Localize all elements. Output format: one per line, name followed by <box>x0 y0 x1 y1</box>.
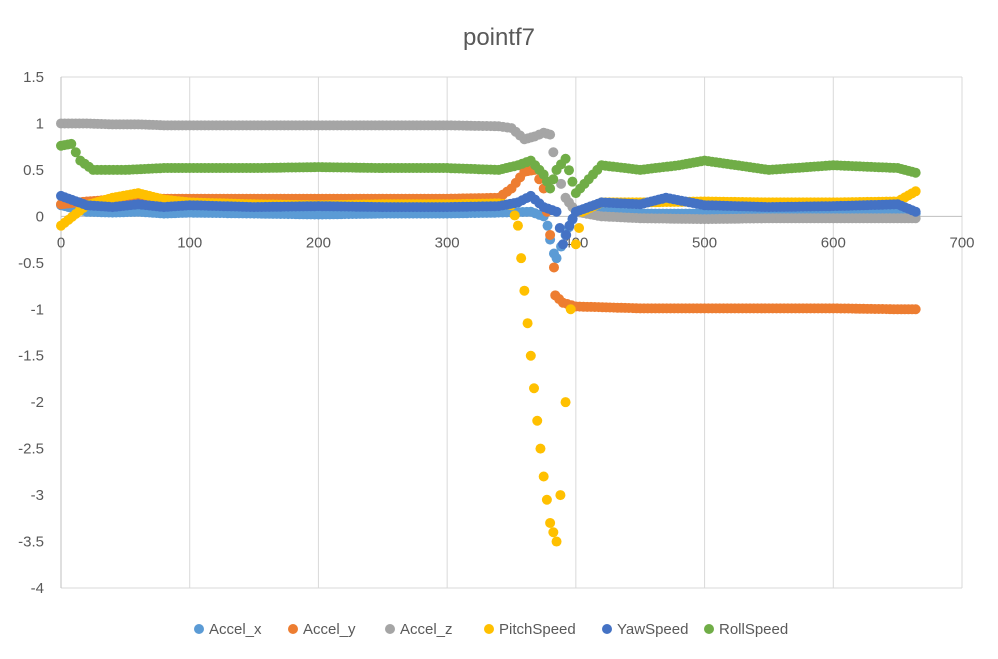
data-point <box>911 186 921 196</box>
data-point <box>510 210 520 220</box>
data-point <box>561 397 571 407</box>
data-point <box>513 221 523 231</box>
axes <box>61 77 962 588</box>
legend-label: RollSpeed <box>719 621 788 638</box>
legend-label: PitchSpeed <box>499 621 576 638</box>
y-tick-label: 1 <box>36 115 44 132</box>
x-tick-label: 100 <box>177 234 202 251</box>
x-tick-label: 500 <box>692 234 717 251</box>
data-point <box>552 207 562 217</box>
legend-marker <box>704 624 714 634</box>
y-tick-label: -2.5 <box>18 441 44 458</box>
data-point <box>545 130 555 140</box>
data-point <box>548 527 558 537</box>
data-point <box>574 223 584 233</box>
legend: Accel_x Accel_y Accel_z PitchSpeed YawSpeed R… <box>194 621 788 638</box>
data-point <box>555 490 565 500</box>
x-tick-label: 200 <box>306 234 331 251</box>
chart-title: pointf7 <box>463 24 535 51</box>
data-point <box>548 147 558 157</box>
data-point <box>561 154 571 164</box>
y-tick-label: -1 <box>31 301 44 318</box>
legend-item-PitchSpeed: PitchSpeed <box>484 621 576 638</box>
data-points <box>56 118 921 546</box>
y-tick-label: 0.5 <box>23 162 44 179</box>
legend-label: Accel_z <box>400 621 453 638</box>
data-point <box>549 262 559 272</box>
data-point <box>523 318 533 328</box>
data-point <box>911 207 921 217</box>
data-point <box>567 177 577 187</box>
series-RollSpeed <box>56 139 921 198</box>
y-tick-label: -3 <box>31 487 44 504</box>
data-point <box>532 416 542 426</box>
x-tick-label: 600 <box>821 234 846 251</box>
y-tick-label: -2 <box>31 394 44 411</box>
data-point <box>535 444 545 454</box>
data-point <box>526 351 536 361</box>
x-tick-label: 300 <box>435 234 460 251</box>
y-tick-label: 0 <box>36 208 44 225</box>
data-point <box>545 518 555 528</box>
data-point <box>545 183 555 193</box>
tick-labels: 1.5 1 0.5 0 -0.5 -1 -1.5 -2 -2.5 -3 -3.5 -4 0 100 200 3… <box>18 69 974 597</box>
legend-marker <box>385 624 395 634</box>
legend-marker <box>484 624 494 634</box>
x-tick-label: 0 <box>57 234 65 251</box>
data-point <box>516 253 526 263</box>
y-tick-label: -4 <box>31 580 44 597</box>
y-tick-label: 1.5 <box>23 69 44 86</box>
grid-lines <box>61 77 962 588</box>
x-tick-label: 700 <box>949 234 974 251</box>
legend-marker <box>288 624 298 634</box>
legend-marker <box>194 624 204 634</box>
data-point <box>911 304 921 314</box>
data-point <box>564 165 574 175</box>
data-point <box>552 253 562 263</box>
legend-marker <box>602 624 612 634</box>
data-point <box>519 286 529 296</box>
legend-label: Accel_y <box>303 621 356 638</box>
legend-item-Accel_y: Accel_y <box>288 621 356 638</box>
data-point <box>542 495 552 505</box>
data-point <box>543 221 553 231</box>
legend-item-Accel_x: Accel_x <box>194 621 262 638</box>
data-point <box>911 168 921 178</box>
data-point <box>545 230 555 240</box>
data-point <box>566 304 576 314</box>
data-point <box>548 174 558 184</box>
legend-label: YawSpeed <box>617 621 688 638</box>
legend-item-YawSpeed: YawSpeed <box>602 621 688 638</box>
data-point <box>558 239 568 249</box>
legend-item-RollSpeed: RollSpeed <box>704 621 788 638</box>
data-point <box>561 230 571 240</box>
data-point <box>539 472 549 482</box>
data-point <box>552 537 562 547</box>
legend-item-Accel_z: Accel_z <box>385 621 453 638</box>
y-tick-label: -3.5 <box>18 534 44 551</box>
y-tick-label: -1.5 <box>18 348 44 365</box>
data-point <box>571 239 581 249</box>
legend-label: Accel_x <box>209 621 262 638</box>
y-tick-label: -0.5 <box>18 255 44 272</box>
data-point <box>529 383 539 393</box>
